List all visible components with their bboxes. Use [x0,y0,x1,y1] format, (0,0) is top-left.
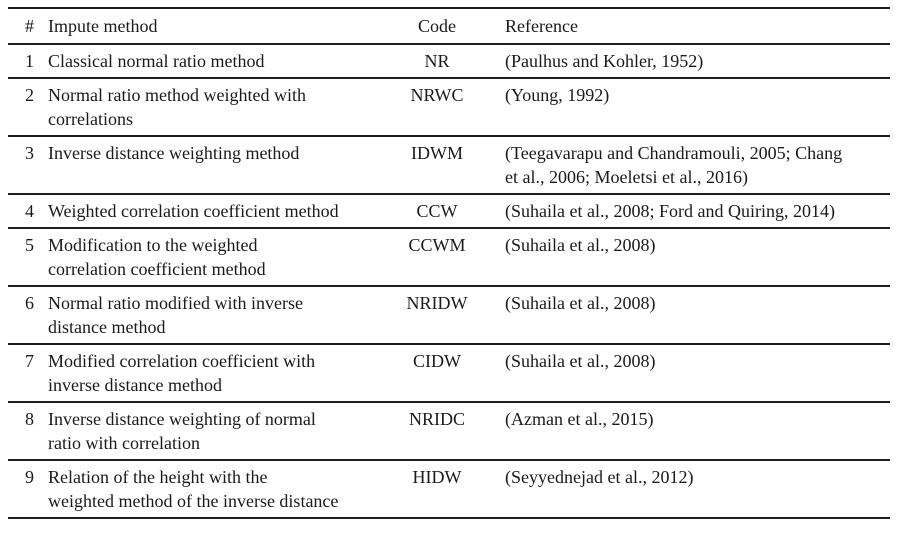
table-row: 3 Inverse distance weighting method IDWM… [8,136,890,195]
header-row: # Impute method Code Reference [8,7,890,45]
method-line: correlations [48,109,133,129]
method-line: Weighted correlation coefficient method [48,201,339,221]
code-cell: NRIDC [392,402,482,461]
reference-line: (Teegavarapu and Chandramouli, 2005; Cha… [505,143,843,163]
row-number: 9 [8,460,48,519]
table-row: 9 Relation of the height with the weight… [8,460,890,519]
header-number: # [8,7,48,45]
reference-line: (Paulhus and Kohler, 1952) [505,51,704,71]
method-cell: Modification to the weighted correlation… [48,228,392,287]
method-cell: Normal ratio modified with inverse dista… [48,286,392,345]
row-number: 8 [8,402,48,461]
code-cell: NRWC [392,78,482,137]
reference-line: (Suhaila et al., 2008) [505,293,656,313]
reference-cell: (Seyyednejad et al., 2012) [482,460,890,519]
reference-cell: (Suhaila et al., 2008; Ford and Quiring,… [482,194,890,229]
method-line: Modification to the weighted [48,235,258,255]
code-cell: NR [392,44,482,79]
reference-cell: (Suhaila et al., 2008) [482,286,890,345]
header-impute-method: Impute method [48,7,392,45]
reference-line: (Suhaila et al., 2008) [505,235,656,255]
method-cell: Normal ratio method weighted with correl… [48,78,392,137]
reference-line: (Azman et al., 2015) [505,409,654,429]
method-cell: Relation of the height with the weighted… [48,460,392,519]
reference-cell: (Young, 1992) [482,78,890,137]
code-cell: CCWM [392,228,482,287]
code-cell: CCW [392,194,482,229]
method-cell: Modified correlation coefficient with in… [48,344,392,403]
row-number: 1 [8,44,48,79]
reference-cell: (Suhaila et al., 2008) [482,344,890,403]
header-reference: Reference [482,7,890,45]
reference-cell: (Paulhus and Kohler, 1952) [482,44,890,79]
method-line: Normal ratio modified with inverse [48,293,303,313]
table-row: 8 Inverse distance weighting of normal r… [8,402,890,461]
method-line: Normal ratio method weighted with [48,85,306,105]
table-header: # Impute method Code Reference [8,7,890,45]
reference-line: (Young, 1992) [505,85,610,105]
header-code: Code [392,7,482,45]
table-row: 4 Weighted correlation coefficient metho… [8,194,890,229]
row-number: 3 [8,136,48,195]
code-cell: CIDW [392,344,482,403]
impute-methods-table: # Impute method Code Reference 1 Classic… [8,7,890,519]
row-number: 4 [8,194,48,229]
method-cell: Inverse distance weighting method [48,136,392,195]
row-number: 6 [8,286,48,345]
reference-line: (Seyyednejad et al., 2012) [505,467,694,487]
method-line: Classical normal ratio method [48,51,265,71]
method-line: Relation of the height with the [48,467,268,487]
method-line: Inverse distance weighting method [48,143,300,163]
code-cell: IDWM [392,136,482,195]
method-line: distance method [48,317,166,337]
code-cell: NRIDW [392,286,482,345]
method-line: ratio with correlation [48,433,200,453]
reference-cell: (Azman et al., 2015) [482,402,890,461]
table-body: 1 Classical normal ratio method NR (Paul… [8,44,890,519]
code-cell: HIDW [392,460,482,519]
reference-cell: (Teegavarapu and Chandramouli, 2005; Cha… [482,136,890,195]
method-line: correlation coefficient method [48,259,266,279]
row-number: 2 [8,78,48,137]
table-row: 7 Modified correlation coefficient with … [8,344,890,403]
method-line: inverse distance method [48,375,222,395]
method-cell: Classical normal ratio method [48,44,392,79]
table-row: 2 Normal ratio method weighted with corr… [8,78,890,137]
row-number: 7 [8,344,48,403]
reference-line: (Suhaila et al., 2008; Ford and Quiring,… [505,201,835,221]
method-cell: Inverse distance weighting of normal rat… [48,402,392,461]
row-number: 5 [8,228,48,287]
reference-line: et al., 2006; Moeletsi et al., 2016) [505,167,748,187]
method-line: Modified correlation coefficient with [48,351,316,371]
table-row: 1 Classical normal ratio method NR (Paul… [8,44,890,79]
method-cell: Weighted correlation coefficient method [48,194,392,229]
table-row: 6 Normal ratio modified with inverse dis… [8,286,890,345]
method-line: weighted method of the inverse distance [48,491,339,511]
method-line: Inverse distance weighting of normal [48,409,316,429]
table-row: 5 Modification to the weighted correlati… [8,228,890,287]
reference-line: (Suhaila et al., 2008) [505,351,656,371]
reference-cell: (Suhaila et al., 2008) [482,228,890,287]
